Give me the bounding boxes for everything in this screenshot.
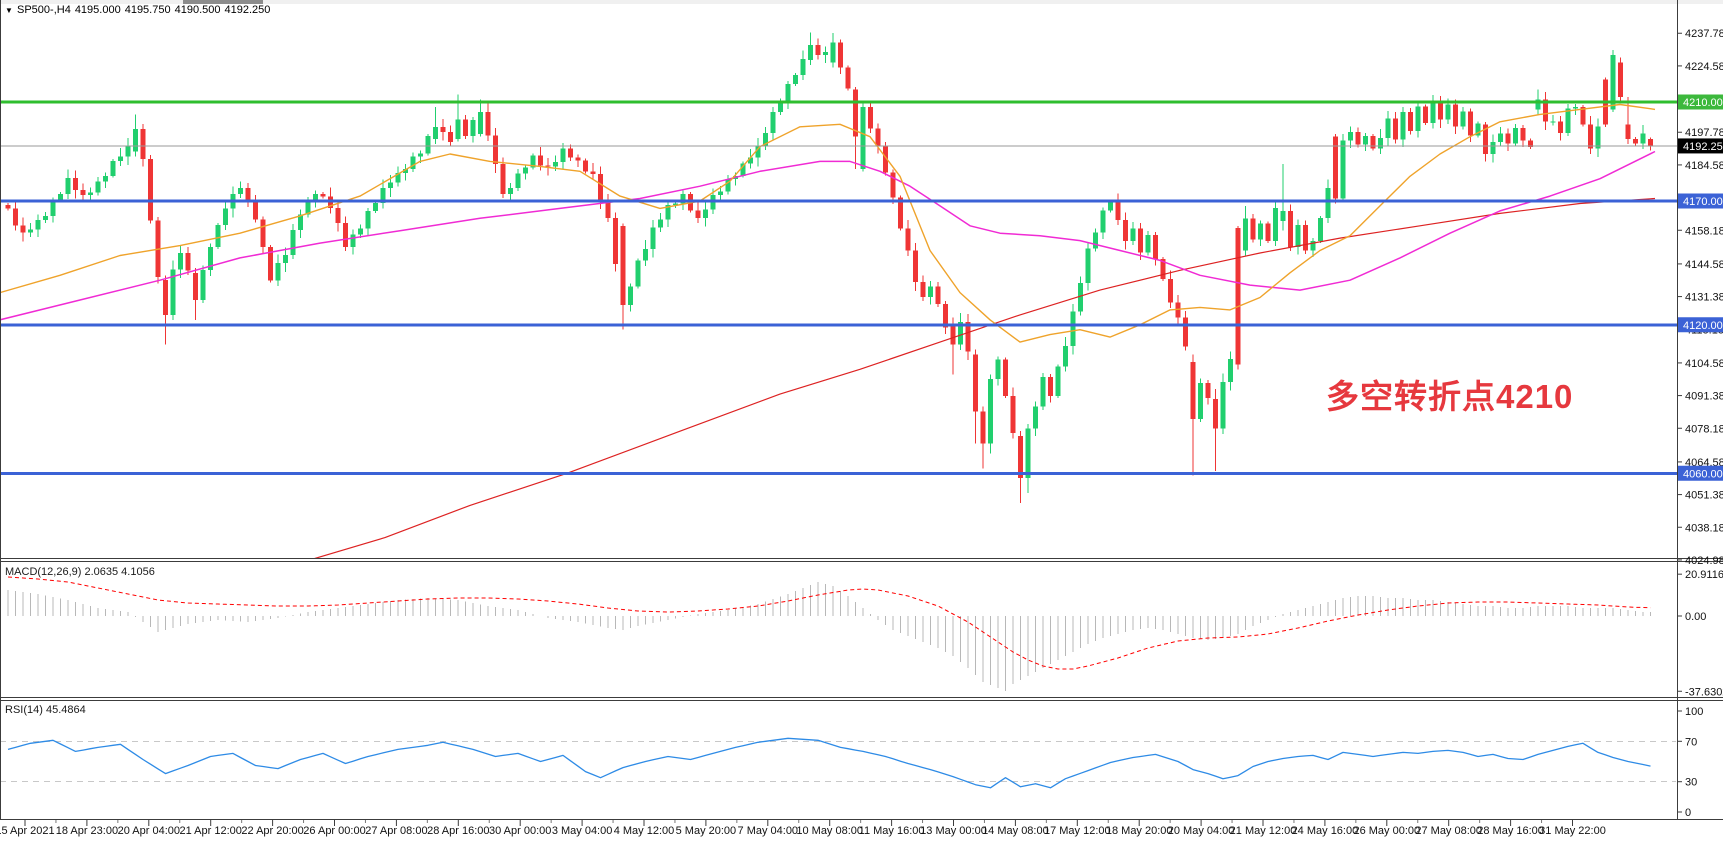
time-axis-label: 10 May 08:00: [796, 825, 863, 837]
indicator-axes[interactable]: 20.9116 0.00 -37.6302 100 70 30 0: [1678, 569, 1723, 819]
price-axis-label: 4038.180: [1685, 522, 1723, 534]
time-axis-label: 18 May 20:00: [1106, 825, 1173, 837]
time-axis-label: 21 Apr 12:00: [180, 825, 242, 837]
price-axis-label: 4224.580: [1685, 61, 1723, 73]
svg-text:4170.000: 4170.000: [1683, 196, 1723, 208]
scrollbar-thumb[interactable]: [183, 0, 263, 4]
time-axis-label: 27 Apr 08:00: [365, 825, 427, 837]
time-axis-label: 11 May 16:00: [859, 825, 925, 837]
time-axis-label: 21 May 12:00: [1230, 825, 1297, 837]
high-value: 4195.750: [124, 4, 171, 16]
close-value: 4192.250: [224, 4, 271, 16]
price-axis-label: 4197.780: [1685, 127, 1723, 139]
macd-axis-label: 20.9116: [1685, 569, 1723, 581]
time-axis-label: 15 Apr 2021: [0, 825, 55, 837]
price-axis-label: 4184.580: [1685, 160, 1723, 172]
open-value: 4195.000: [74, 4, 121, 16]
time-axis-label: 3 May 04:00: [552, 825, 613, 837]
time-axis-label: 28 May 16:00: [1477, 825, 1544, 837]
time-axis-label: 26 May 00:00: [1353, 825, 1420, 837]
price-badge-4192.250: 4192.250: [1678, 138, 1723, 154]
time-axis-label: 31 May 22:00: [1539, 825, 1606, 837]
time-axis-label: 27 May 08:00: [1415, 825, 1482, 837]
time-axis-label: 28 Apr 16:00: [427, 825, 489, 837]
time-axis-label: 20 May 04:00: [1168, 825, 1235, 837]
chart-text-annotation[interactable]: 多空转折点4210: [1326, 378, 1574, 415]
top-scrollbar[interactable]: [0, 0, 1723, 4]
rsi-axis-label: 70: [1685, 736, 1697, 748]
rsi-indicator-label: RSI(14) 45.4864: [5, 704, 86, 716]
price-badge-4060.000: 4060.000: [1678, 465, 1723, 481]
symbol-label: SP500-,H4: [17, 4, 71, 16]
moving-averages: [1, 103, 1656, 558]
time-axis-label: 7 May 04:00: [738, 825, 799, 837]
time-axis-label: 20 Apr 04:00: [118, 825, 180, 837]
symbol-ohlc-readout: SP500-,H4 4195.000 4195.750 4190.500 4192.25…: [17, 4, 274, 16]
time-axis-label: 30 Apr 00:00: [489, 825, 551, 837]
symbol-dropdown-icon[interactable]: ▼: [5, 6, 13, 15]
price-axis-label: 4104.580: [1685, 358, 1723, 370]
pane-borders: [0, 0, 1723, 820]
svg-text:4210.000: 4210.000: [1683, 97, 1723, 109]
time-axis-label: 14 May 08:00: [982, 825, 1049, 837]
price-axis-label: 4078.180: [1685, 423, 1723, 435]
time-axis-label: 22 Apr 20:00: [241, 825, 303, 837]
horizontal-lines[interactable]: [0, 100, 1677, 475]
price-axis-label: 4051.380: [1685, 490, 1723, 502]
macd-indicator-label: MACD(12,26,9) 2.0635 4.1056: [5, 566, 155, 578]
price-axis-label: 4158.180: [1685, 225, 1723, 237]
time-axis[interactable]: 15 Apr 2021 18 Apr 23:00 20 Apr 04:00 21 Ap…: [0, 820, 1606, 837]
svg-text:4192.250: 4192.250: [1683, 141, 1723, 153]
price-axis-label: 4091.380: [1685, 391, 1723, 403]
price-axis-label: 4024.980: [1685, 555, 1723, 567]
price-badge-4210.000: 4210.000: [1678, 94, 1723, 110]
time-axis-label: 4 May 12:00: [614, 825, 675, 837]
price-axis-label: 4131.380: [1685, 292, 1723, 304]
rsi-level-lines: [1, 740, 1676, 783]
svg-text:4120.000: 4120.000: [1683, 320, 1723, 332]
time-axis-label: 26 Apr 00:00: [303, 825, 365, 837]
price-badge-4120.000: 4120.000: [1678, 317, 1723, 333]
macd-signal-line: [7, 576, 1651, 670]
rsi-line: [7, 737, 1651, 789]
price-axis-label: 4237.780: [1685, 28, 1723, 40]
svg-text:4060.000: 4060.000: [1683, 468, 1723, 480]
low-value: 4190.500: [174, 4, 221, 16]
time-axis-label: 18 Apr 23:00: [56, 825, 118, 837]
macd-pane: [7, 582, 1651, 692]
time-axis-label: 24 May 16:00: [1292, 825, 1359, 837]
rsi-axis-label: 0: [1685, 807, 1691, 819]
price-candles: [5, 32, 1653, 503]
macd-axis-label: -37.6302: [1685, 686, 1723, 698]
price-axis-label: 4144.580: [1685, 259, 1723, 271]
time-axis-label: 5 May 20:00: [676, 825, 737, 837]
rsi-axis-label: 30: [1685, 777, 1697, 789]
macd-axis-label: 0.00: [1685, 611, 1706, 623]
time-axis-label: 17 May 12:00: [1044, 825, 1111, 837]
time-axis-label: 13 May 00:00: [920, 825, 987, 837]
price-badge-4170.000: 4170.000: [1678, 193, 1723, 209]
rsi-axis-label: 100: [1685, 706, 1703, 718]
